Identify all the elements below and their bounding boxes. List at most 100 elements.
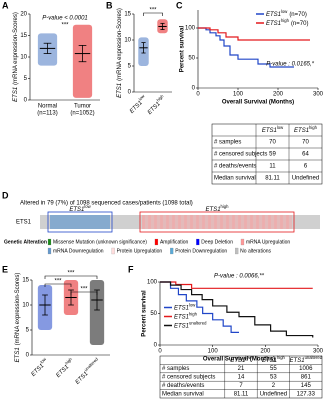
alteration-stripe [52, 215, 53, 229]
alteration-stripe [252, 215, 253, 229]
alteration-stripe [228, 215, 229, 229]
y-tick-label: 5 [26, 328, 30, 334]
table-header: ETS1high [262, 355, 286, 364]
alteration-stripe [287, 215, 288, 229]
alteration-stripe [199, 215, 201, 229]
y-tick-label: 15 [124, 12, 131, 18]
alteration-stripe [169, 215, 171, 229]
alteration-stripe [94, 215, 95, 229]
legend-label: Protein Upregulation [117, 248, 163, 254]
alteration-stripe [265, 215, 267, 229]
survival-curve [198, 27, 310, 41]
alteration-stripe [278, 215, 280, 229]
alteration-stripe [234, 215, 235, 229]
significance-bracket [44, 275, 98, 279]
legend-swatch [170, 247, 174, 255]
table-header: ETS1high [294, 125, 318, 134]
y-tick-label: 100 [147, 280, 158, 286]
alteration-stripe [61, 215, 62, 229]
y-axis-label-part: ETS1 [13, 87, 19, 102]
alteration-stripe [238, 215, 239, 229]
alteration-stripe [166, 215, 167, 229]
alteration-stripe [264, 215, 265, 229]
alteration-stripe [157, 215, 159, 229]
alteration-stripe [244, 215, 245, 229]
alteration-stripe [93, 215, 94, 229]
alteration-stripe [181, 215, 183, 229]
y-tick-label: 0 [192, 86, 196, 92]
alteration-stripe [106, 215, 107, 229]
table-header-part: high [309, 125, 318, 130]
legend-label-part: ETS1 [174, 323, 189, 329]
legend-label-part: high [281, 18, 290, 23]
alteration-stripe [247, 215, 249, 229]
alteration-stripe [67, 215, 68, 229]
alteration-stripe [223, 215, 225, 229]
alteration-stripe [263, 215, 264, 229]
alteration-stripe [274, 215, 275, 229]
alteration-stripe [259, 215, 261, 229]
group-label: ETS1high [206, 204, 230, 213]
alteration-stripe [162, 215, 163, 229]
alteration-stripe [105, 215, 106, 229]
alteration-stripe [209, 215, 210, 229]
alteration-stripe [216, 215, 217, 229]
panel-letter: B [106, 0, 113, 10]
table-cell: 7 [239, 383, 243, 389]
x-tick-label: Tumor [74, 104, 91, 110]
alteration-stripe [179, 215, 180, 229]
table-header-part: ETS1 [294, 128, 309, 134]
alteration-stripe [156, 215, 157, 229]
x-tick-label-part: high [64, 356, 74, 366]
alteration-stripe [108, 215, 109, 229]
panel-letter: F [128, 264, 134, 274]
alteration-stripe [198, 215, 199, 229]
legend-swatch [111, 247, 115, 255]
alteration-stripe [240, 215, 241, 229]
x-tick-label: 0 [158, 349, 162, 355]
legend-label-part: ETS1 [266, 21, 281, 27]
alteration-stripe [74, 215, 75, 229]
y-axis-label: ETS1 (mRNA expression-Scores) [117, 8, 123, 98]
table-row-label: # samples [162, 366, 189, 372]
alteration-stripe [197, 215, 198, 229]
table-header-part: ETS1 [290, 358, 305, 364]
legend-label-part: low [281, 9, 288, 14]
alteration-stripe [226, 215, 227, 229]
alteration-stripe [284, 215, 286, 229]
alteration-stripe [270, 215, 271, 229]
panel-letter: E [2, 264, 8, 274]
alteration-stripe [86, 215, 87, 229]
alteration-stripe [90, 215, 91, 229]
annotation: *** [149, 8, 157, 14]
legend-label-part: ETS1 [266, 12, 281, 18]
alteration-stripe [79, 215, 80, 229]
alteration-stripe [190, 215, 191, 229]
alteration-stripe [241, 215, 243, 229]
alteration-stripe [53, 215, 54, 229]
alteration-stripe [258, 215, 259, 229]
alteration-stripe [72, 215, 73, 229]
alteration-stripe [288, 215, 289, 229]
alteration-stripe [95, 215, 96, 229]
legend-swatch [47, 247, 52, 255]
legend-label-part: ETS1 [174, 314, 189, 320]
alteration-stripe [266, 215, 268, 229]
alteration-stripe [99, 215, 100, 229]
legend-swatch [47, 238, 52, 246]
table-cell: 2 [272, 383, 276, 389]
alteration-stripe [145, 215, 147, 229]
significance-bracket [70, 291, 98, 295]
alteration-stripe [185, 215, 186, 229]
alteration-stripe [62, 215, 63, 229]
alteration-stripe [91, 215, 92, 229]
y-axis-label: ETS1 (mRNA expression-Scores) [13, 12, 19, 102]
alteration-stripe [163, 215, 165, 229]
annotation: P-value : 0.0066,** [214, 274, 265, 280]
annotation: *** [80, 287, 88, 293]
alteration-stripe [246, 215, 247, 229]
legend-label: mRNA Upregulation [246, 239, 290, 245]
alteration-stripe [271, 215, 273, 229]
group-box [139, 211, 295, 233]
